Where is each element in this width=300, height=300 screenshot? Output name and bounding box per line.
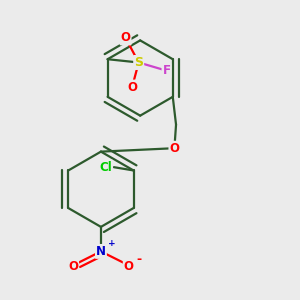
Text: F: F — [163, 64, 170, 77]
Text: +: + — [108, 239, 115, 248]
Text: O: O — [127, 80, 137, 94]
Text: O: O — [124, 260, 134, 273]
Text: O: O — [68, 260, 78, 273]
Text: Cl: Cl — [99, 161, 112, 174]
Text: S: S — [134, 56, 143, 69]
Text: N: N — [96, 245, 106, 258]
Text: O: O — [169, 142, 179, 155]
Text: O: O — [121, 32, 130, 44]
Text: -: - — [136, 253, 142, 266]
